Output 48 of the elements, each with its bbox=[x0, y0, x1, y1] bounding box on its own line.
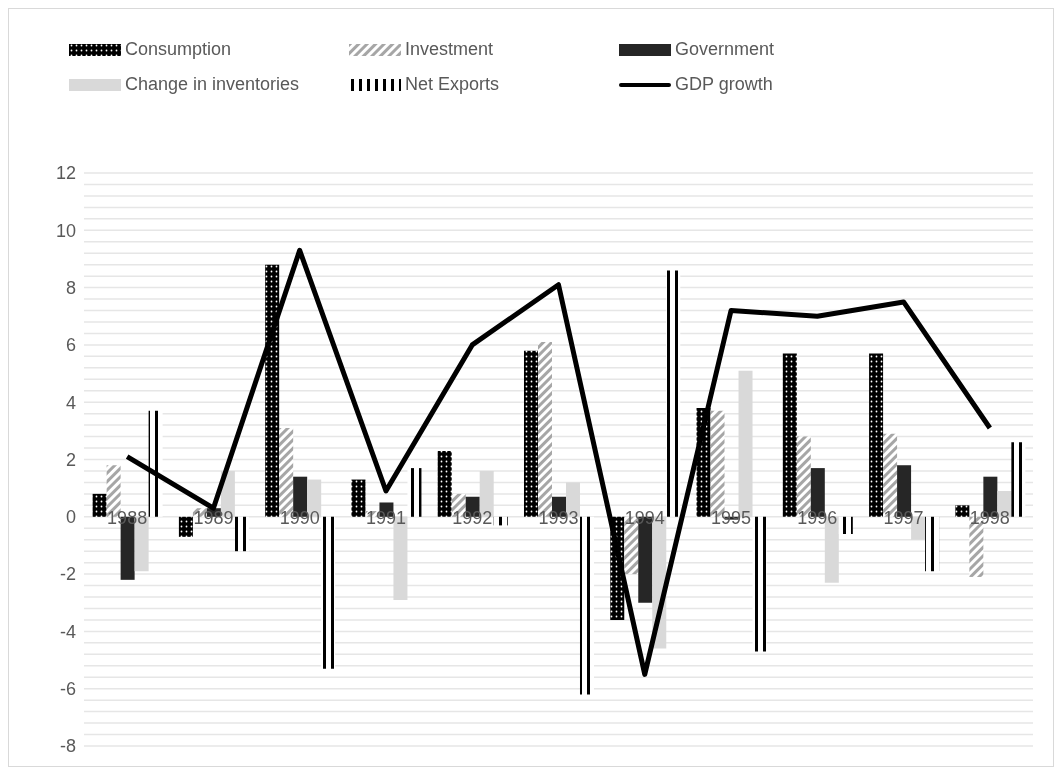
bar bbox=[437, 450, 452, 517]
x-tick-label: 1993 bbox=[538, 508, 579, 529]
x-tick-label: 1988 bbox=[107, 508, 148, 529]
legend-label: Change in inventories bbox=[125, 74, 300, 95]
x-tick-label: 1992 bbox=[452, 508, 493, 529]
bar bbox=[234, 516, 249, 552]
bar bbox=[869, 353, 884, 517]
x-tick-label: 1989 bbox=[193, 508, 234, 529]
bar bbox=[407, 468, 422, 517]
y-tick-label: 6 bbox=[65, 335, 76, 356]
legend-label: Net Exports bbox=[405, 74, 500, 95]
bar bbox=[523, 350, 538, 517]
x-tick-label: 1990 bbox=[279, 508, 320, 529]
bar bbox=[838, 516, 853, 534]
bar bbox=[351, 479, 366, 517]
legend-label: Government bbox=[675, 39, 775, 60]
y-tick-label: 0 bbox=[65, 507, 76, 528]
x-tick-label: 1997 bbox=[883, 508, 924, 529]
legend-label: GDP growth bbox=[675, 74, 773, 95]
x-tick-label: 1996 bbox=[797, 508, 838, 529]
x-tick-label: 1995 bbox=[711, 508, 752, 529]
bar bbox=[925, 516, 940, 572]
bar bbox=[955, 505, 970, 517]
bar bbox=[666, 270, 681, 517]
legend-label: Consumption bbox=[125, 39, 232, 60]
x-tick-label: 1998 bbox=[969, 508, 1010, 529]
bar bbox=[782, 353, 797, 517]
bar bbox=[92, 493, 107, 517]
x-tick-label: 1994 bbox=[624, 508, 665, 529]
bar bbox=[178, 516, 193, 537]
y-tick-label: -4 bbox=[59, 621, 76, 642]
bar bbox=[752, 516, 767, 652]
x-tick-label: 1991 bbox=[365, 508, 406, 529]
y-tick-label: -2 bbox=[59, 564, 76, 585]
legend-label: Investment bbox=[405, 39, 494, 60]
y-tick-label: 12 bbox=[55, 163, 76, 184]
y-tick-label: 4 bbox=[65, 392, 76, 413]
y-tick-label: -6 bbox=[59, 679, 76, 700]
y-tick-label: 10 bbox=[55, 220, 76, 241]
bar bbox=[579, 516, 594, 695]
bar bbox=[1011, 442, 1026, 517]
y-tick-label: 2 bbox=[65, 449, 76, 470]
bar bbox=[265, 264, 280, 517]
bar bbox=[321, 516, 336, 669]
bar bbox=[493, 516, 508, 526]
y-tick-label: 8 bbox=[65, 277, 76, 298]
y-tick-label: -8 bbox=[59, 736, 76, 757]
bar bbox=[148, 410, 163, 517]
